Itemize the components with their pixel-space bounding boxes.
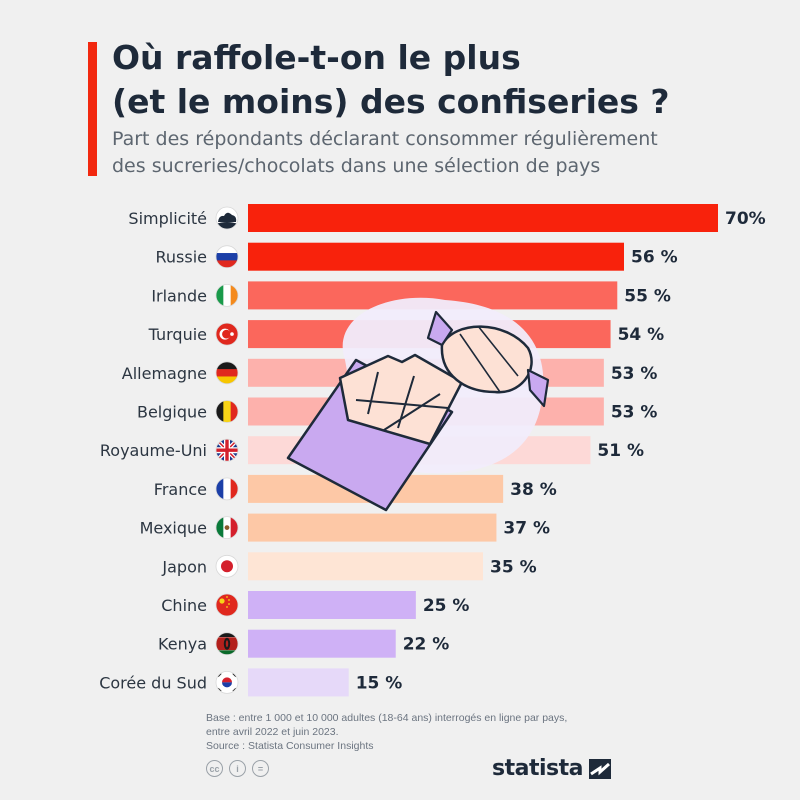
category-label: Belgique [137,403,207,422]
china-flag-icon [215,593,239,617]
value-label: 22 % [403,635,450,655]
footnote-line-2: entre avril 2022 et juin 2023. [206,726,339,738]
category-label: Royaume-Uni [100,441,207,460]
mexico-flag-icon [215,516,239,539]
kenya-flag-icon [215,632,239,656]
russia-flag-icon [215,245,239,269]
value-label: 56 % [631,248,678,268]
belgium-flag-icon [215,400,239,423]
statista-logo-icon [588,758,611,779]
subtitle-line-2: des sucreries/chocolats dans une sélecti… [112,155,601,177]
title-line-2: (et le moins) des confiseries ? [112,82,670,121]
chart-subtitle: Part des répondants déclarant consommer … [112,126,762,180]
category-label: Mexique [140,519,207,538]
brand-name: statista [492,756,583,781]
value-label: 37 % [503,519,550,539]
value-label: 15 % [356,673,403,693]
category-label: Irlande [151,286,207,305]
bar-12 [248,668,349,697]
category-label: Allemagne [122,364,207,383]
bar-9 [248,552,483,581]
turkey-flag-icon [215,322,239,346]
attribution-icon[interactable]: i [229,760,246,777]
japan-flag-icon [215,554,239,578]
value-label: 55 % [624,286,671,306]
footnote-line-1: Base : entre 1 000 et 10 000 adultes (18… [206,712,568,724]
subtitle-line-1: Part des répondants déclarant consommer … [112,128,658,150]
category-label: Chine [161,596,207,615]
value-label: 53 % [611,403,658,423]
title-accent-bar [88,42,97,176]
license-icons: cc i = [206,760,269,777]
footnote-source: Source : Statista Consumer Insights [206,740,374,752]
bar-8 [248,513,497,542]
category-label: Kenya [158,635,207,654]
uk-flag-icon [215,438,239,462]
value-label: 53 % [611,364,658,384]
no-derivatives-icon[interactable]: = [252,760,269,777]
bar-0 [248,204,718,232]
category-label: France [154,480,207,499]
category-label: Simplicité [128,209,207,228]
bar-1 [248,242,624,271]
chart-title: Où raffole-t-on le plus (et le moins) de… [112,36,772,124]
value-label: 51 % [597,441,644,461]
cc-icon[interactable]: cc [206,760,223,777]
value-label: 25 % [423,596,470,616]
value-label: 70% [725,209,766,229]
value-label: 54 % [618,325,665,345]
value-label: 35 % [490,557,537,577]
statista-brand[interactable]: statista [492,756,611,781]
category-label: Corée du Sud [99,673,207,692]
footnote: Base : entre 1 000 et 10 000 adultes (18… [206,711,567,753]
category-label: Russie [156,248,208,267]
bar-10 [248,591,416,619]
bar-11 [248,629,396,658]
category-label: Turquie [148,325,207,344]
category-label: Japon [161,557,207,576]
title-line-1: Où raffole-t-on le plus [112,38,521,77]
south-korea-flag-icon [215,671,239,694]
ireland-flag-icon [215,283,239,307]
value-label: 38 % [510,480,557,500]
france-flag-icon [215,477,239,501]
germany-flag-icon [215,361,239,385]
cloud-icon [215,206,239,230]
candy-illustration [286,297,550,512]
